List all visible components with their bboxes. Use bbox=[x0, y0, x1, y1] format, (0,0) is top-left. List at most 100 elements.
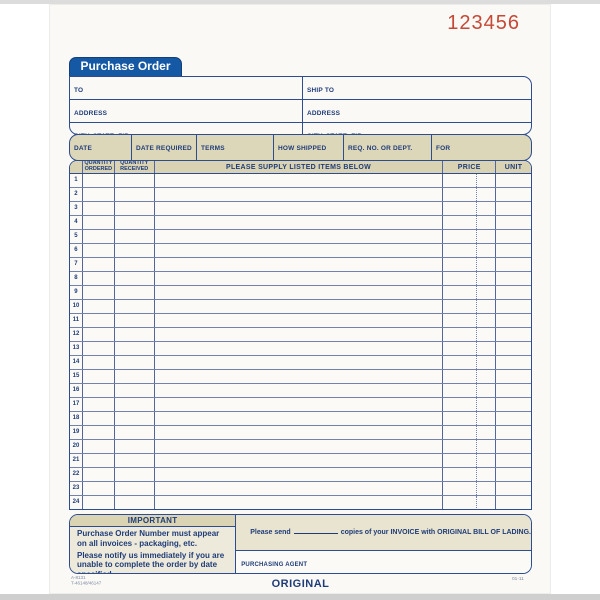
ship-to-label: SHIP TO bbox=[307, 87, 335, 94]
row-number: 19 bbox=[70, 426, 83, 439]
row-number: 4 bbox=[70, 216, 83, 229]
item-cell-unit bbox=[496, 426, 531, 439]
item-cell-qr bbox=[115, 230, 155, 243]
item-cell-qo bbox=[83, 188, 115, 201]
item-cell-qr bbox=[115, 482, 155, 495]
item-cell-qo bbox=[83, 426, 115, 439]
item-row: 2 bbox=[70, 188, 531, 202]
item-cell-unit bbox=[496, 398, 531, 411]
item-cell-qo bbox=[83, 216, 115, 229]
item-row: 19 bbox=[70, 426, 531, 440]
item-cell-desc bbox=[155, 244, 444, 257]
item-cell-price bbox=[443, 286, 497, 299]
purchasing-agent-label: PURCHASING AGENT bbox=[241, 562, 308, 568]
item-cell-price bbox=[443, 454, 497, 467]
item-cell-desc bbox=[155, 272, 444, 285]
item-row: 13 bbox=[70, 342, 531, 356]
item-cell-qo bbox=[83, 230, 115, 243]
item-row: 21 bbox=[70, 454, 531, 468]
important-title: IMPORTANT bbox=[70, 515, 236, 527]
item-row: 9 bbox=[70, 286, 531, 300]
item-cell-desc bbox=[155, 468, 444, 481]
item-cell-unit bbox=[496, 188, 531, 201]
form-title-tab: Purchase Order bbox=[69, 57, 182, 77]
line-items-header: QUANTITY ORDERED QUANTITY RECEIVED PLEAS… bbox=[70, 161, 531, 174]
item-cell-unit bbox=[496, 174, 531, 187]
item-cell-price bbox=[443, 314, 497, 327]
price-header: PRICE bbox=[443, 161, 497, 173]
item-cell-qr bbox=[115, 202, 155, 215]
row-number: 8 bbox=[70, 272, 83, 285]
row-number: 24 bbox=[70, 496, 83, 509]
item-cell-price bbox=[443, 342, 497, 355]
terms-label: TERMS bbox=[201, 145, 225, 152]
form-number: 123456 bbox=[447, 12, 520, 34]
item-cell-desc bbox=[155, 174, 444, 187]
item-cell-price bbox=[443, 188, 497, 201]
photo-edge-bottom bbox=[0, 594, 600, 600]
stock-code-line-2: T-46148/46147 bbox=[71, 580, 102, 586]
item-cell-unit bbox=[496, 384, 531, 397]
item-cell-qo bbox=[83, 342, 115, 355]
item-cell-unit bbox=[496, 412, 531, 425]
item-cell-price bbox=[443, 384, 497, 397]
item-cell-qr bbox=[115, 342, 155, 355]
item-row: 23 bbox=[70, 482, 531, 496]
item-cell-price bbox=[443, 356, 497, 369]
item-cell-unit bbox=[496, 370, 531, 383]
item-cell-price bbox=[443, 440, 497, 453]
item-cell-unit bbox=[496, 258, 531, 271]
item-cell-qo bbox=[83, 286, 115, 299]
item-cell-qo bbox=[83, 440, 115, 453]
item-cell-qr bbox=[115, 370, 155, 383]
revision-code: 01-11 bbox=[512, 577, 524, 582]
item-cell-qo bbox=[83, 468, 115, 481]
item-cell-price bbox=[443, 328, 497, 341]
item-cell-unit bbox=[496, 356, 531, 369]
send-copies-line: Please send copies of your INVOICE with O… bbox=[236, 515, 531, 551]
item-row: 3 bbox=[70, 202, 531, 216]
copies-blank-line bbox=[293, 527, 338, 534]
important-notice-box: IMPORTANT Purchase Order Number must app… bbox=[70, 515, 237, 574]
item-cell-desc bbox=[155, 342, 444, 355]
line-items-table: QUANTITY ORDERED QUANTITY RECEIVED PLEAS… bbox=[69, 160, 532, 510]
item-cell-qo bbox=[83, 258, 115, 271]
row-number: 9 bbox=[70, 286, 83, 299]
item-row: 15 bbox=[70, 370, 531, 384]
row-number: 12 bbox=[70, 328, 83, 341]
item-cell-desc bbox=[155, 202, 444, 215]
row-number: 14 bbox=[70, 356, 83, 369]
date-required-field: DATE REQUIRED bbox=[132, 135, 197, 160]
item-cell-qr bbox=[115, 314, 155, 327]
send-prefix: Please send bbox=[250, 529, 291, 536]
item-cell-qr bbox=[115, 454, 155, 467]
item-cell-qo bbox=[83, 496, 115, 509]
item-cell-desc bbox=[155, 230, 444, 243]
row-number: 10 bbox=[70, 300, 83, 313]
purchase-order-form: 123456 Purchase Order TO SHIP TO ADDRESS… bbox=[49, 4, 551, 594]
item-cell-unit bbox=[496, 230, 531, 243]
item-cell-qr bbox=[115, 188, 155, 201]
unit-header: UNIT bbox=[504, 163, 523, 171]
item-cell-desc bbox=[155, 328, 444, 341]
line-items-rows: 1 2 3 4 5 6 7 8 9 10 11 12 13 14 15 16 17 18 19 20 21 22 23 24 bbox=[70, 174, 531, 509]
important-line-2: Please notify us immediately if you are … bbox=[77, 550, 225, 574]
copy-designation: ORIGINAL bbox=[271, 578, 330, 590]
req-no-label: REQ. NO. OR DEPT. bbox=[348, 145, 413, 152]
item-cell-desc bbox=[155, 286, 444, 299]
item-cell-price bbox=[443, 230, 497, 243]
item-cell-desc bbox=[155, 398, 444, 411]
item-row: 24 bbox=[70, 496, 531, 509]
item-cell-qo bbox=[83, 356, 115, 369]
address-box: TO SHIP TO ADDRESS ADDRESS CITY, STATE, … bbox=[69, 76, 532, 145]
item-cell-desc bbox=[155, 356, 444, 369]
item-cell-qr bbox=[115, 244, 155, 257]
row-number: 21 bbox=[70, 454, 83, 467]
to-field: TO bbox=[70, 77, 303, 100]
item-cell-price bbox=[443, 496, 497, 509]
item-cell-qo bbox=[83, 244, 115, 257]
item-cell-qr bbox=[115, 328, 155, 341]
item-cell-qr bbox=[115, 412, 155, 425]
item-row: 17 bbox=[70, 398, 531, 412]
